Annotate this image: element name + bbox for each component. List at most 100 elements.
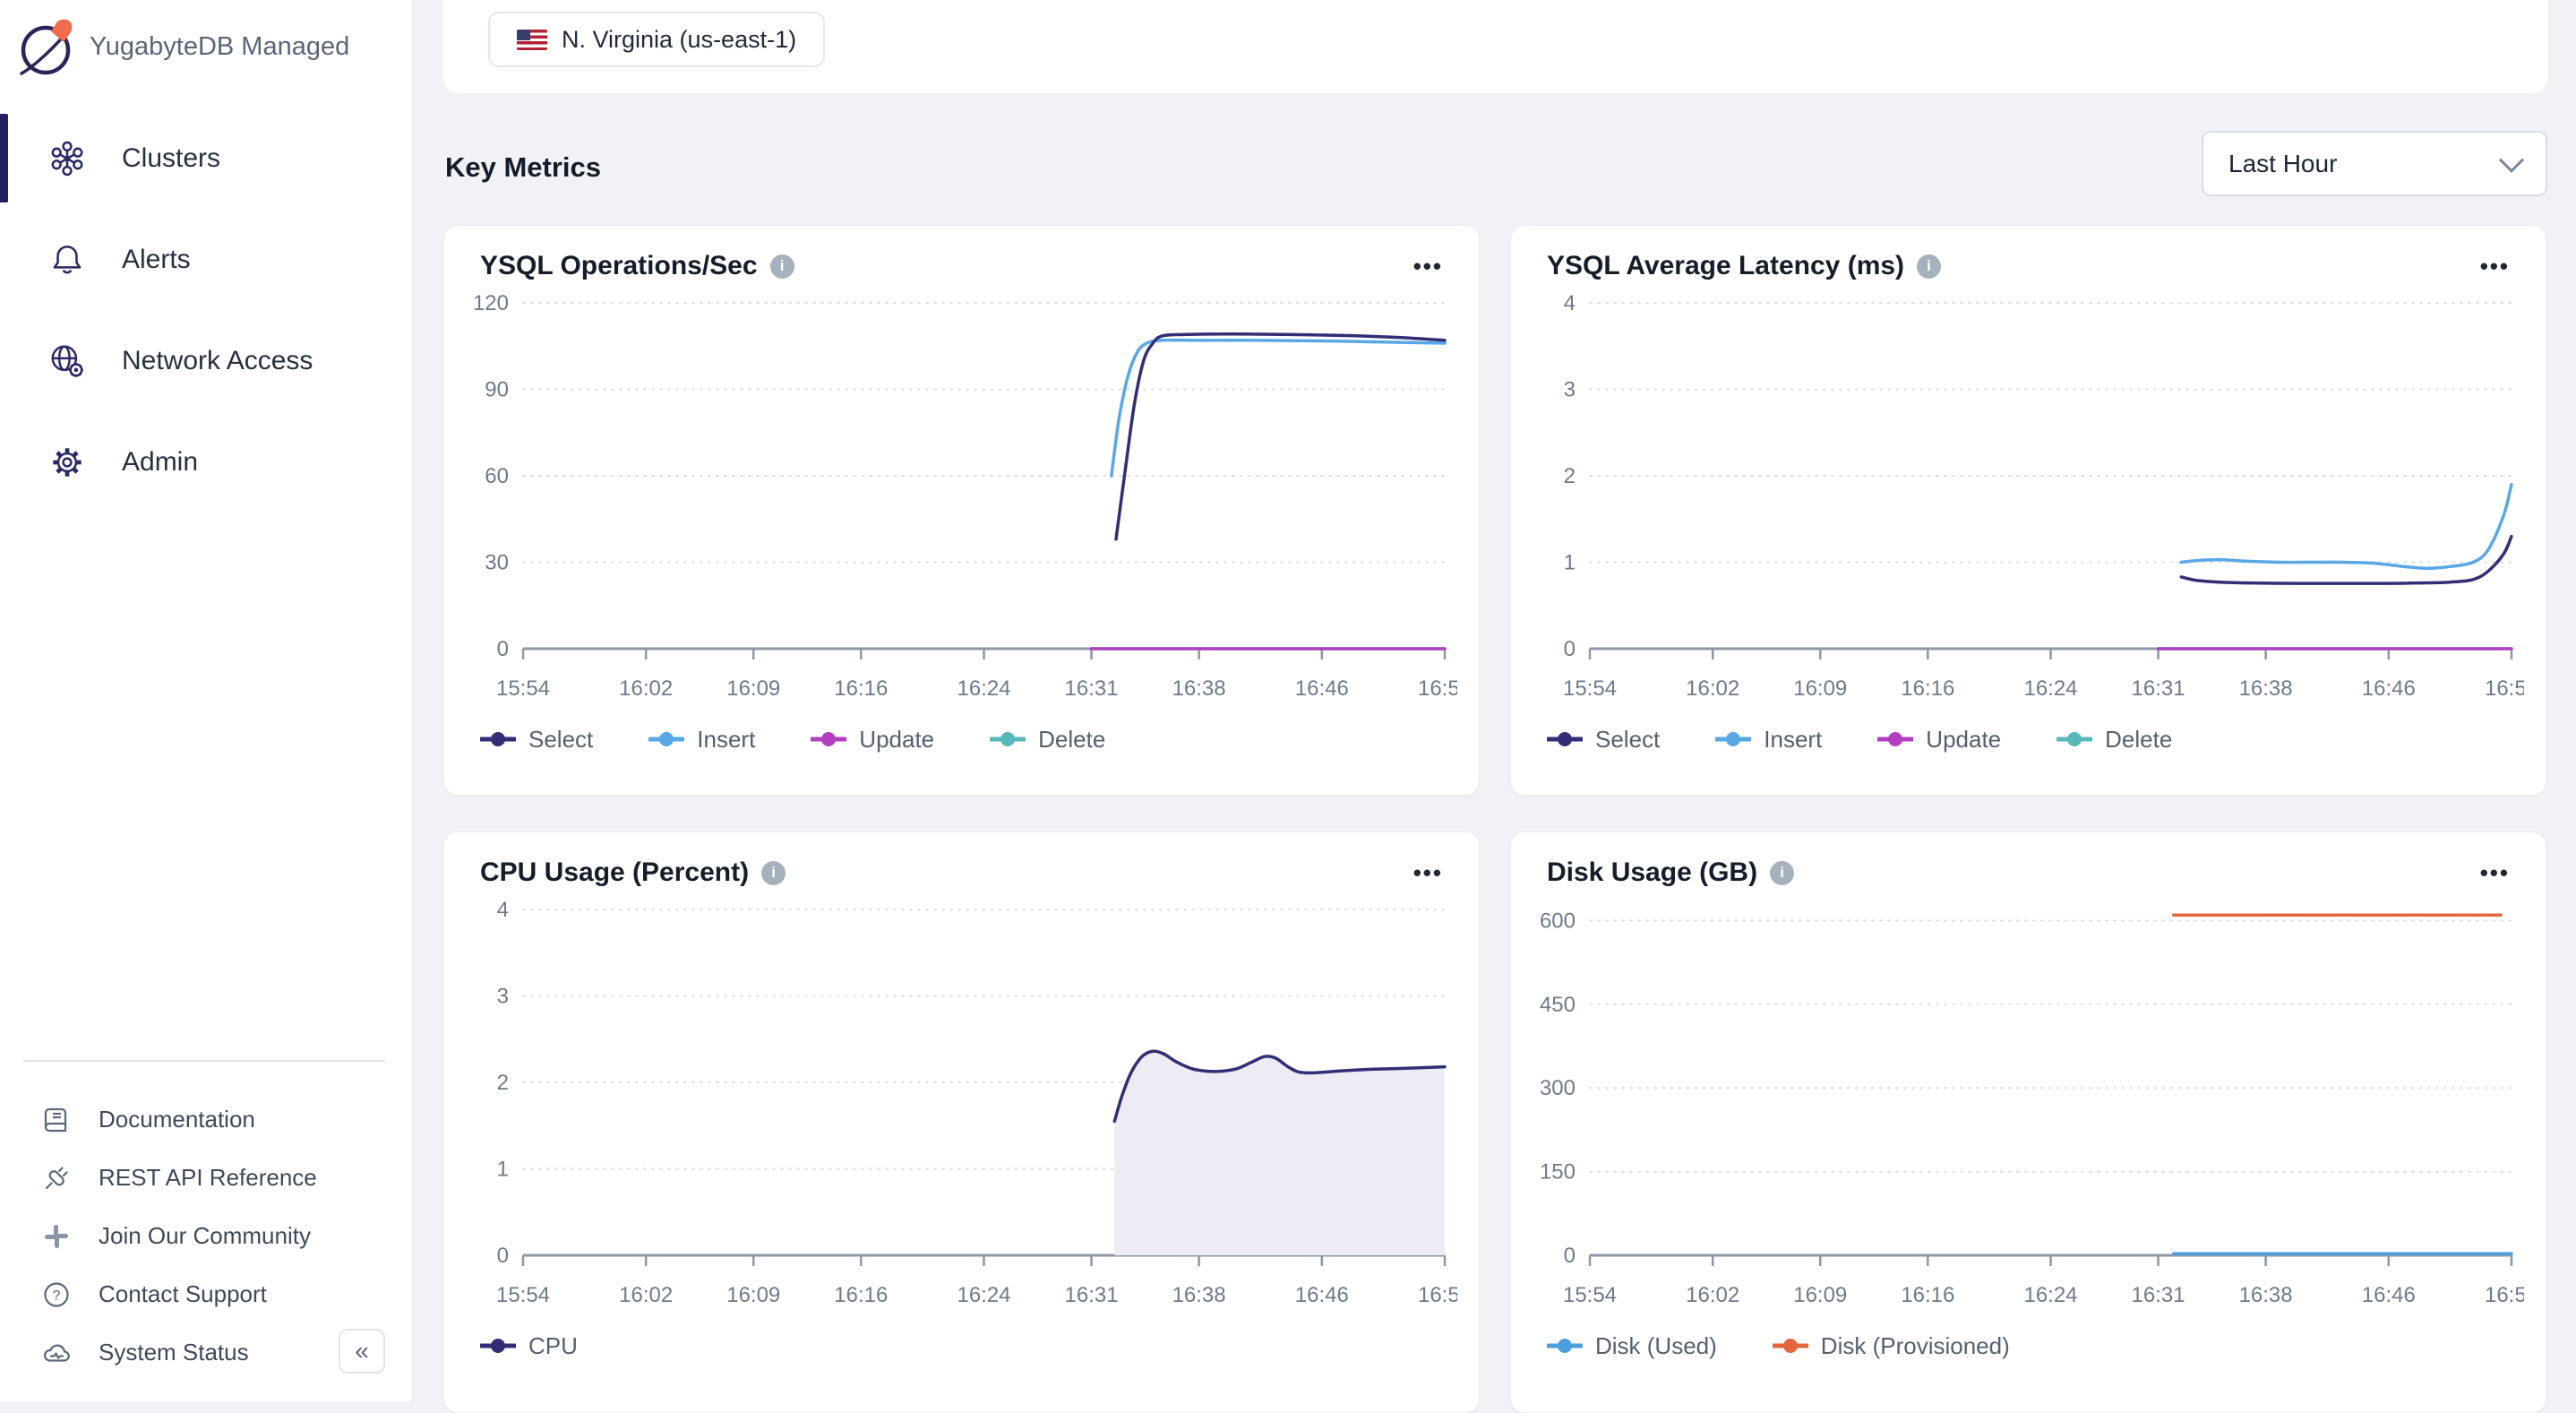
more-menu-icon[interactable]: •••	[1413, 254, 1443, 278]
sidebar-item-clusters[interactable]: Clusters	[0, 108, 412, 209]
sidebar-item-join-our-community[interactable]: Join Our Community	[0, 1207, 412, 1265]
sidebar-item-admin[interactable]: Admin	[0, 411, 412, 513]
svg-text:15:54: 15:54	[496, 676, 550, 701]
svg-text:16:54: 16:54	[2485, 1283, 2524, 1307]
chart-canvas: 0123415:5416:0216:0916:1616:2416:3116:38…	[1533, 287, 2524, 715]
sidebar-item-label: System Status	[99, 1339, 249, 1366]
more-menu-icon[interactable]: •••	[1413, 861, 1443, 884]
legend-item[interactable]: Delete	[990, 726, 1105, 754]
info-icon[interactable]: i	[770, 254, 794, 279]
legend-item[interactable]: Insert	[648, 726, 755, 754]
sidebar-item-rest-api-reference[interactable]: REST API Reference	[0, 1149, 412, 1207]
sidebar-divider	[23, 1060, 385, 1062]
svg-text:16:38: 16:38	[2239, 1283, 2293, 1307]
info-icon[interactable]: i	[761, 861, 786, 885]
cloud-status-icon	[41, 1338, 72, 1368]
yugabyte-planet-icon	[14, 14, 79, 79]
svg-text:16:46: 16:46	[1295, 1283, 1349, 1307]
chart-legend: Disk (Used) Disk (Provisioned)	[1511, 1322, 2546, 1370]
svg-text:120: 120	[473, 291, 509, 315]
clusters-icon	[47, 138, 88, 179]
legend-item[interactable]: CPU	[480, 1332, 578, 1360]
svg-text:16:09: 16:09	[726, 676, 780, 701]
svg-text:0: 0	[497, 637, 509, 661]
svg-text:?: ?	[53, 1288, 61, 1304]
svg-text:16:09: 16:09	[1793, 676, 1847, 701]
legend-label: Delete	[2105, 726, 2172, 754]
sidebar-item-contact-support[interactable]: ? Contact Support	[0, 1265, 412, 1323]
svg-text:4: 4	[497, 898, 509, 922]
svg-text:16:31: 16:31	[1065, 1283, 1119, 1307]
legend-item[interactable]: Select	[480, 726, 593, 754]
region-selector[interactable]: N. Virginia (us-east-1)	[488, 12, 825, 67]
ysql-latency-chart: 0123415:5416:0216:0916:1616:2416:3116:38…	[1533, 287, 2524, 715]
legend-marker-icon	[480, 1338, 516, 1354]
legend-item[interactable]: Select	[1547, 726, 1660, 754]
legend-marker-icon	[648, 731, 684, 747]
svg-text:30: 30	[485, 551, 509, 575]
legend-label: CPU	[528, 1332, 578, 1360]
sidebar-item-label: REST API Reference	[99, 1164, 317, 1192]
legend-marker-icon	[1715, 731, 1751, 747]
more-menu-icon[interactable]: •••	[2480, 861, 2510, 884]
sidebar-item-documentation[interactable]: Documentation	[0, 1090, 412, 1149]
legend-item[interactable]: Disk (Provisioned)	[1773, 1332, 2010, 1360]
brand: YugabyteDB Managed	[14, 14, 349, 79]
sidebar: YugabyteDB Managed Clusters	[0, 0, 413, 1401]
chevron-down-icon	[2499, 147, 2524, 172]
svg-text:16:16: 16:16	[834, 1283, 888, 1307]
svg-text:0: 0	[497, 1244, 509, 1268]
svg-text:600: 600	[1540, 909, 1576, 933]
svg-text:16:38: 16:38	[1172, 676, 1226, 701]
legend-item[interactable]: Insert	[1715, 726, 1822, 754]
legend-label: Insert	[697, 726, 755, 754]
legend-marker-icon	[990, 731, 1026, 747]
chart-legend: Select Insert Update Delete	[444, 715, 1479, 763]
svg-text:16:24: 16:24	[2023, 1283, 2077, 1307]
cluster-topbar: N. Virginia (us-east-1)	[443, 0, 2548, 93]
gear-icon	[47, 442, 88, 483]
chart-title: Disk Usage (GB)	[1547, 857, 1757, 888]
legend-marker-icon	[2057, 731, 2092, 747]
sidebar-item-alerts[interactable]: Alerts	[0, 209, 412, 310]
chart-canvas: 015030045060015:5416:0216:0916:1616:2416…	[1533, 893, 2524, 1322]
active-indicator	[0, 114, 8, 202]
svg-text:16:09: 16:09	[1793, 1283, 1847, 1307]
svg-text:16:24: 16:24	[957, 1283, 1010, 1307]
globe-gear-icon	[47, 340, 88, 382]
svg-text:16:02: 16:02	[1686, 676, 1739, 701]
svg-text:450: 450	[1540, 993, 1576, 1017]
svg-text:90: 90	[485, 378, 509, 402]
cpu-usage-chart: 0123415:5416:0216:0916:1616:2416:3116:38…	[466, 893, 1457, 1322]
sidebar-collapse-button[interactable]: «	[339, 1329, 385, 1374]
legend-item[interactable]: Update	[1877, 726, 2001, 754]
svg-text:15:54: 15:54	[496, 1283, 550, 1307]
chart-title: YSQL Operations/Sec	[480, 251, 758, 281]
svg-text:16:02: 16:02	[619, 676, 673, 701]
time-range-select[interactable]: Last Hour	[2202, 131, 2547, 196]
svg-text:16:38: 16:38	[2239, 676, 2293, 701]
sidebar-item-label: Contact Support	[99, 1280, 267, 1308]
svg-text:16:02: 16:02	[1686, 1283, 1739, 1307]
disk-usage-chart: 015030045060015:5416:0216:0916:1616:2416…	[1533, 893, 2524, 1322]
card-disk-usage: Disk Usage (GB) i ••• 015030045060015:54…	[1510, 831, 2546, 1413]
legend-label: Update	[1926, 726, 2001, 754]
ysql-operations-chart: 030609012015:5416:0216:0916:1616:2416:31…	[466, 287, 1457, 715]
svg-text:2: 2	[1564, 464, 1576, 488]
chart-legend: Select Insert Update Delete	[1511, 715, 2546, 763]
sidebar-item-label: Clusters	[122, 143, 220, 174]
legend-item[interactable]: Disk (Used)	[1547, 1332, 1717, 1360]
help-circle-icon: ?	[41, 1279, 72, 1310]
more-menu-icon[interactable]: •••	[2480, 254, 2510, 278]
legend-label: Disk (Used)	[1595, 1332, 1717, 1360]
sidebar-item-network-access[interactable]: Network Access	[0, 310, 412, 411]
legend-item[interactable]: Update	[811, 726, 934, 754]
info-icon[interactable]: i	[1770, 861, 1794, 885]
svg-text:16:16: 16:16	[1901, 676, 1954, 701]
info-icon[interactable]: i	[1917, 254, 1941, 279]
svg-text:16:16: 16:16	[1901, 1283, 1954, 1307]
legend-marker-icon	[1547, 1338, 1583, 1354]
legend-item[interactable]: Delete	[2057, 726, 2172, 754]
card-cpu-usage: CPU Usage (Percent) i ••• 0123415:5416:0…	[443, 831, 1480, 1413]
plug-icon	[41, 1163, 72, 1193]
